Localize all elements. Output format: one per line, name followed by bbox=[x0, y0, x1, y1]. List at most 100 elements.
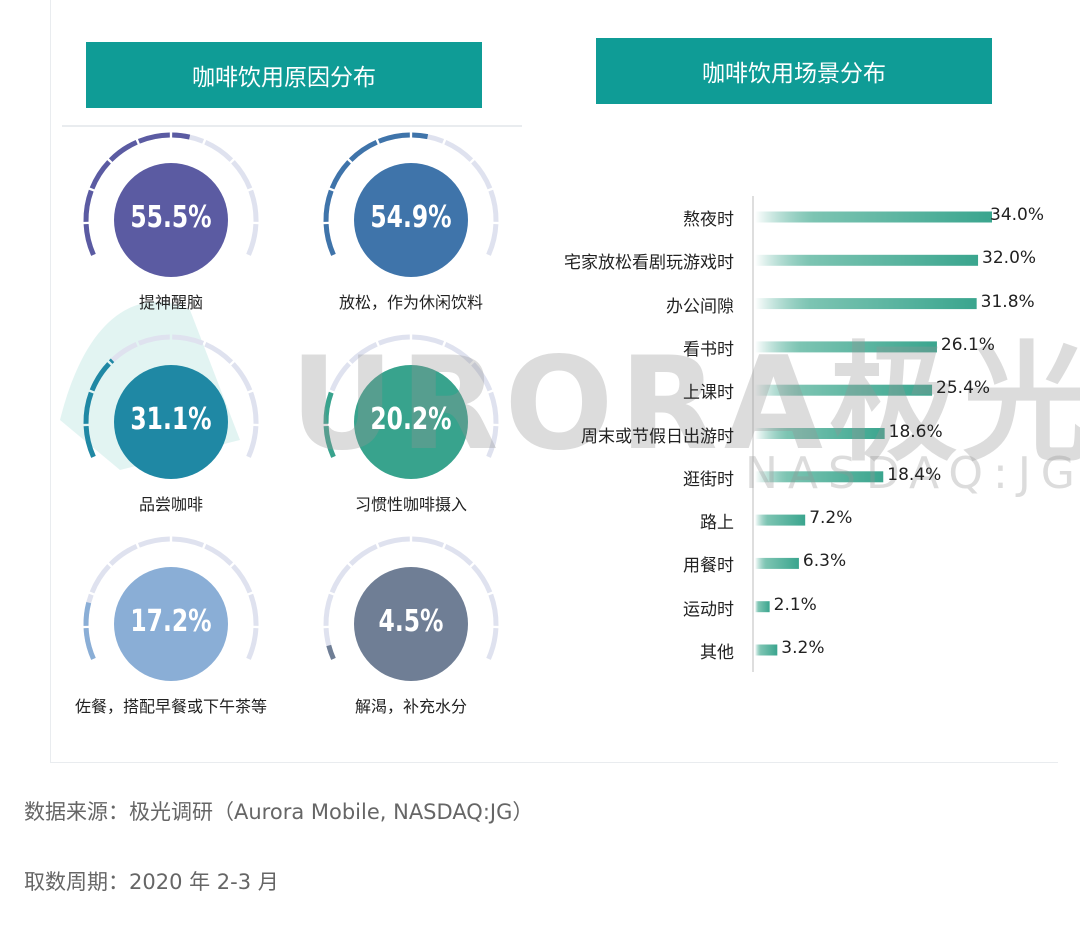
bar-category-label: 路上 bbox=[700, 513, 734, 534]
bar-value-label: 32.0% bbox=[982, 248, 1037, 269]
bar-value-label: 31.8% bbox=[980, 291, 1035, 312]
bar-value-label: 34.0% bbox=[990, 205, 1045, 225]
bar-value-label: 18.4% bbox=[887, 464, 942, 485]
gauge-circle bbox=[114, 163, 228, 277]
gauge-value: 55.5% bbox=[130, 200, 212, 235]
gauge-track-segment bbox=[204, 139, 234, 162]
gauge-progress-segment bbox=[83, 602, 92, 626]
gauge-track-segment bbox=[488, 391, 499, 424]
gauge-progress-segment bbox=[83, 391, 94, 424]
data-source: 数据来源：极光调研（Aurora Mobile, NASDAQ:JG） bbox=[24, 800, 534, 824]
data-period: 取数周期：2020 年 2-3 月 bbox=[24, 870, 279, 894]
gauge-label: 佐餐，搭配早餐或下午茶等 bbox=[74, 697, 267, 716]
gauge-track-segment bbox=[137, 536, 170, 548]
gauge-circle bbox=[354, 567, 468, 681]
bar-category-label: 逛街时 bbox=[683, 469, 734, 490]
bar-value-label: 25.4% bbox=[936, 378, 991, 399]
gauge-track-segment bbox=[471, 564, 493, 594]
gauge-track-segment bbox=[204, 341, 234, 364]
gauge-track-segment bbox=[172, 334, 205, 346]
gauge-value: 17.2% bbox=[130, 604, 212, 639]
bar bbox=[755, 384, 933, 396]
gauge-progress-segment bbox=[323, 189, 334, 222]
gauge-label: 提神醒脑 bbox=[138, 293, 203, 312]
left-chart-title: 咖啡饮用原因分布 bbox=[86, 42, 482, 108]
bar bbox=[755, 514, 806, 526]
gauge-track-segment bbox=[204, 543, 234, 566]
gauge-track-segment bbox=[377, 536, 410, 548]
gauge-track-segment bbox=[348, 341, 378, 364]
gauge-label: 解渴，补充水分 bbox=[354, 697, 467, 716]
gauge-track-segment bbox=[348, 543, 378, 566]
gauge-track-segment bbox=[248, 189, 259, 222]
gauge-track-segment bbox=[248, 593, 259, 626]
gauge-track-segment bbox=[329, 362, 351, 392]
gauge-circle bbox=[114, 567, 228, 681]
gauge-track-segment bbox=[172, 536, 205, 548]
watermark-text: URORA极光 bbox=[290, 330, 1080, 479]
bar-category-label: 其他 bbox=[700, 643, 734, 663]
gauge-circle bbox=[354, 365, 468, 479]
right-chart-title: 咖啡饮用场景分布 bbox=[596, 38, 992, 104]
bar bbox=[755, 471, 884, 483]
bar bbox=[755, 644, 778, 656]
gauge-value: 20.2% bbox=[370, 402, 452, 437]
watermark-subtext: NASDAQ:JG bbox=[745, 448, 1080, 499]
bar-value-label: 7.2% bbox=[809, 508, 853, 529]
gauge-progress-segment bbox=[323, 391, 334, 424]
gauge-value: 54.9% bbox=[370, 200, 452, 235]
gauge-value: 31.1% bbox=[130, 402, 212, 437]
bar bbox=[755, 428, 885, 439]
gauge-progress-segment bbox=[83, 189, 94, 222]
bar-category-label: 运动时 bbox=[683, 599, 734, 620]
left-divider bbox=[62, 125, 522, 127]
gauge-progress-segment bbox=[172, 132, 191, 140]
gauge-progress-segment bbox=[323, 425, 336, 458]
gauge-track-segment bbox=[471, 160, 493, 190]
bar-category-label: 周末或节假日出游时 bbox=[581, 426, 734, 447]
gauge-track-segment bbox=[323, 593, 334, 626]
gauge-label: 放松，作为休闲饮料 bbox=[338, 293, 483, 312]
gauge-progress-segment bbox=[326, 644, 336, 660]
gauge-progress-segment bbox=[348, 139, 378, 162]
gauge-track-segment bbox=[89, 564, 111, 594]
gauge-progress-segment bbox=[329, 160, 351, 190]
bar-category-label: 宅家放松看剧玩游戏时 bbox=[564, 253, 734, 274]
bar bbox=[755, 298, 977, 310]
gauge-progress-segment bbox=[89, 160, 111, 190]
gauge-progress-segment bbox=[412, 132, 429, 140]
gauge-value: 4.5% bbox=[378, 604, 444, 639]
gauge-progress-segment bbox=[137, 132, 170, 144]
gauge-progress-segment bbox=[108, 139, 138, 162]
gauge-progress-segment bbox=[108, 358, 115, 364]
bar-value-label: 6.3% bbox=[802, 551, 847, 572]
gauge-track-segment bbox=[377, 334, 410, 346]
gauge-track-segment bbox=[486, 425, 499, 458]
bar-category-label: 熬夜时 bbox=[683, 210, 734, 230]
panel-border-left bbox=[50, 0, 51, 762]
gauge-progress-segment bbox=[83, 627, 96, 660]
bar bbox=[755, 557, 799, 569]
bar bbox=[755, 211, 992, 223]
bar-value-label: 2.1% bbox=[773, 594, 817, 615]
gauge-track-segment bbox=[329, 564, 351, 594]
bar bbox=[755, 254, 979, 266]
gauge-track-segment bbox=[444, 543, 474, 566]
gauge-track-segment bbox=[412, 334, 445, 346]
gauge-track-segment bbox=[108, 543, 138, 566]
gauge-track-segment bbox=[412, 536, 445, 548]
bar bbox=[755, 341, 937, 353]
gauge-track-segment bbox=[246, 223, 259, 256]
bar-category-label: 用餐时 bbox=[683, 556, 734, 577]
gauge-track-segment bbox=[246, 627, 259, 660]
gauge-track-segment bbox=[246, 425, 259, 458]
gauge-progress-segment bbox=[377, 132, 410, 144]
gauge-label: 习惯性咖啡摄入 bbox=[354, 495, 467, 514]
gauge-track-segment bbox=[137, 334, 170, 346]
gauge-progress-segment bbox=[83, 223, 96, 256]
bar-value-label: 3.2% bbox=[781, 638, 825, 658]
bar-category-label: 办公间隙 bbox=[666, 296, 734, 317]
gauge-track-segment bbox=[231, 160, 253, 190]
